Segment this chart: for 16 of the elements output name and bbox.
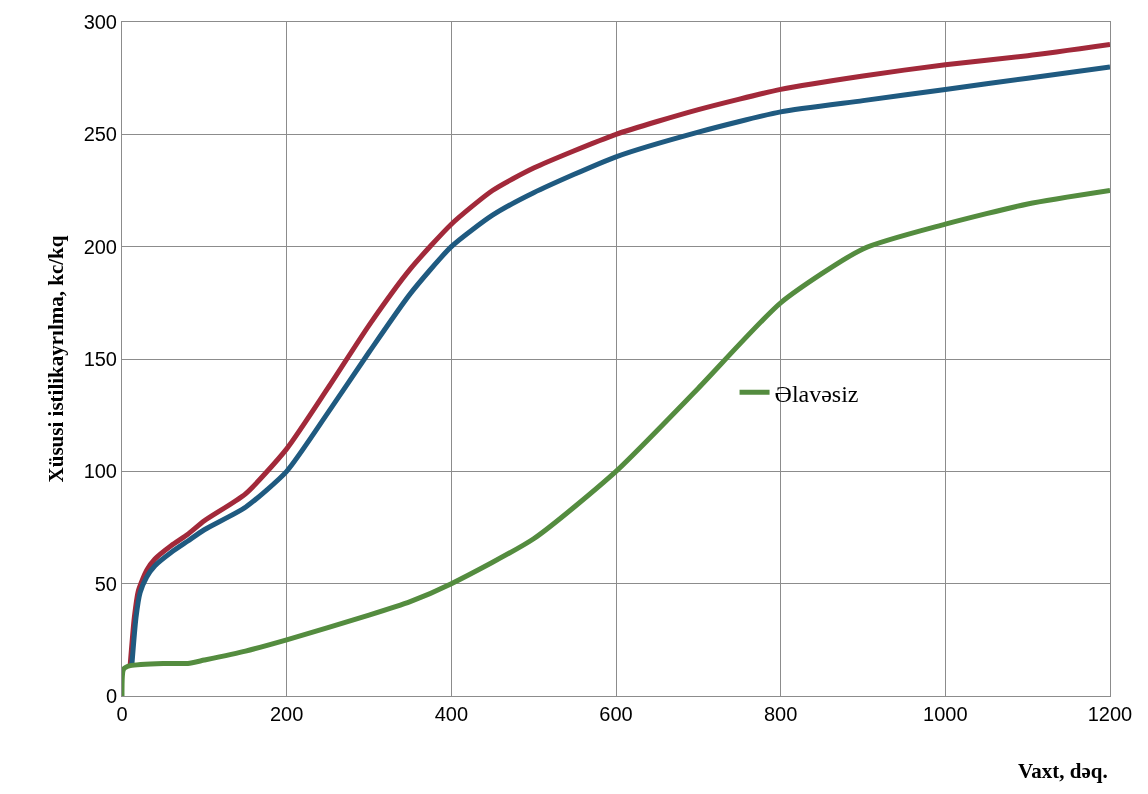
x-tick-label: 1200 xyxy=(1087,703,1133,725)
legend-label: Əlavəsiz xyxy=(774,380,859,407)
y-tick-label: 100 xyxy=(83,460,117,483)
y-tick-label: 150 xyxy=(83,348,117,370)
y-tick-label: 50 xyxy=(94,572,117,595)
x-axis-title: Vaxt, dəq. xyxy=(1018,759,1108,783)
x-tick-label: 1000 xyxy=(923,703,968,725)
x-tick-label: 600 xyxy=(599,703,633,725)
x-tick-label: 800 xyxy=(763,703,798,725)
y-axis-title: Xüsusi istilikayrılma, kc/kq xyxy=(43,235,68,483)
y-tick-label: 300 xyxy=(83,11,117,33)
y-tick-label: 0 xyxy=(105,685,117,707)
x-tick-label: 400 xyxy=(434,703,469,725)
y-tick-label: 250 xyxy=(83,123,117,146)
y-tick-label: 200 xyxy=(83,235,117,258)
x-tick-label: 200 xyxy=(269,703,304,725)
